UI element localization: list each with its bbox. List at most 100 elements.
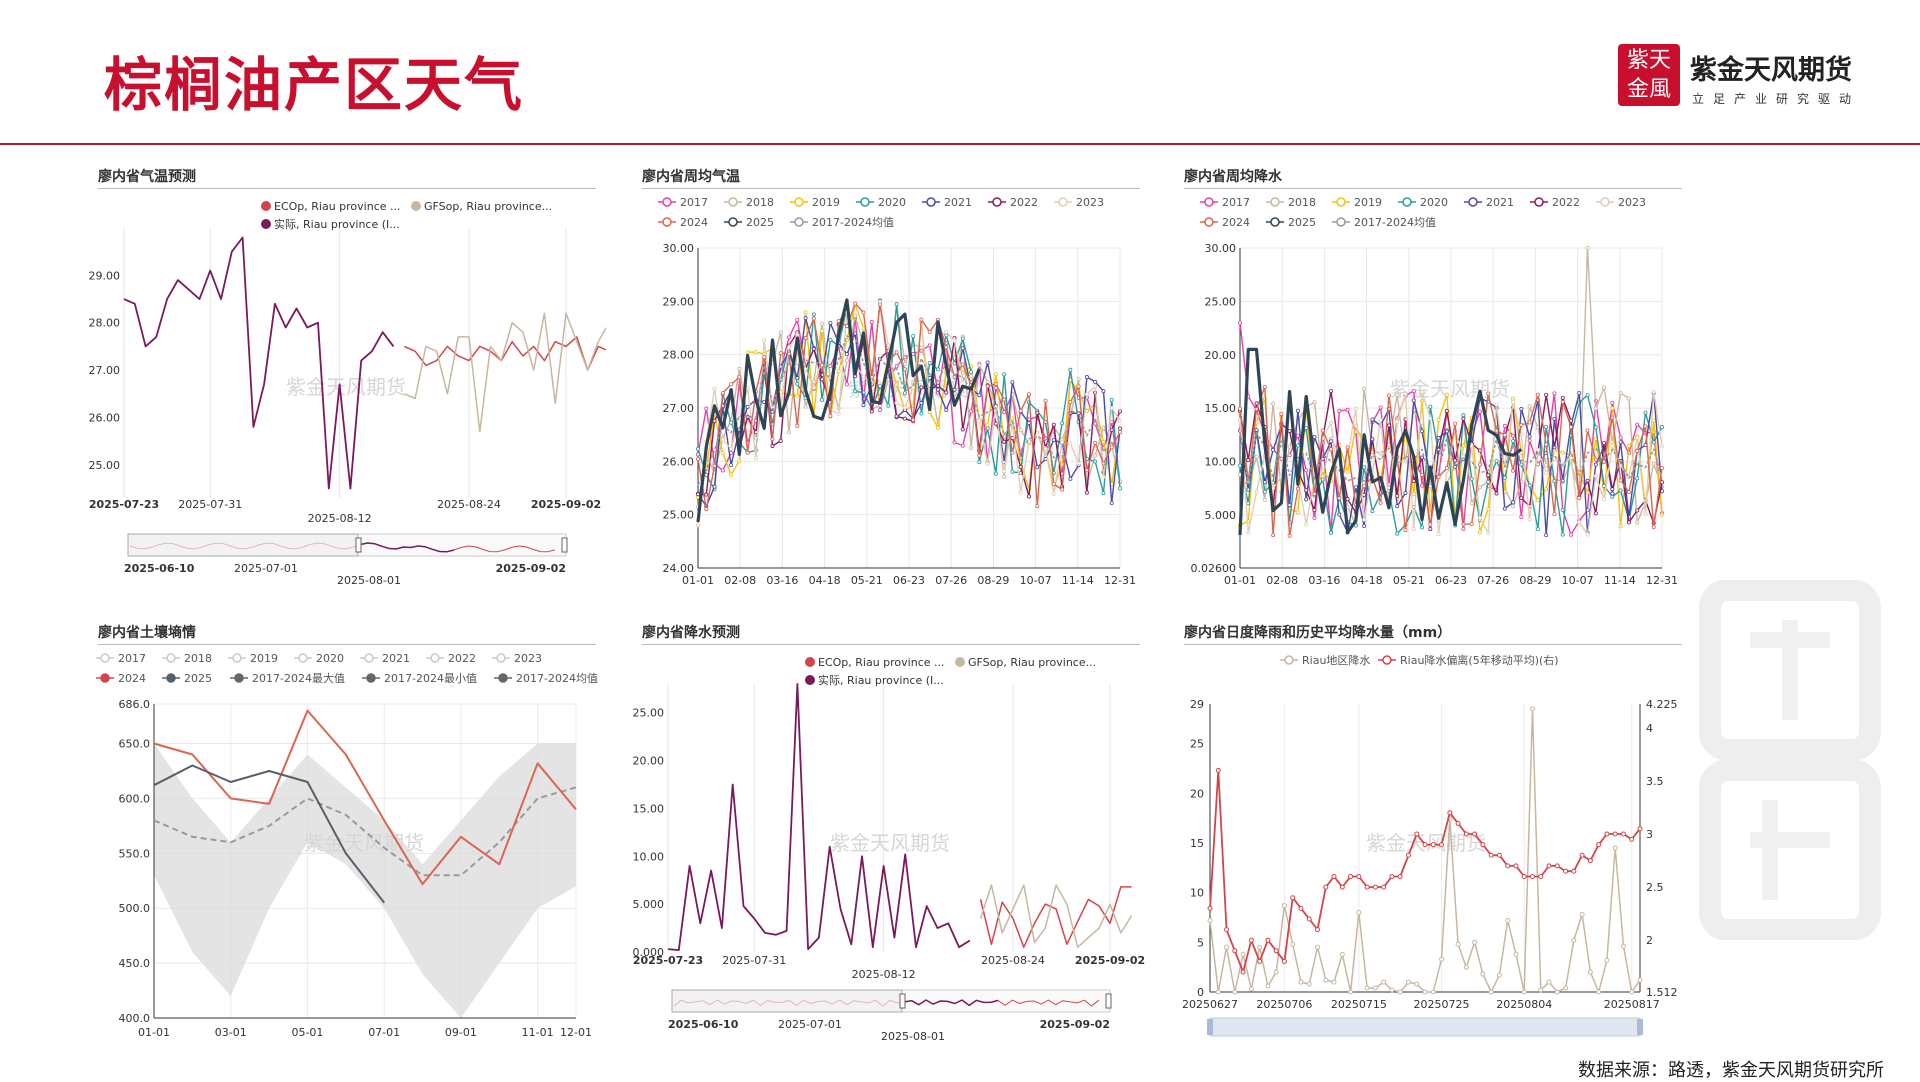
rain-point [1215, 989, 1221, 995]
legend-2018-label: 2018 [746, 196, 774, 209]
x-tick-label: 01-01 [138, 1026, 170, 1039]
point-2024 [704, 507, 709, 512]
point-2024 [1109, 445, 1114, 450]
point-2021 [1035, 465, 1040, 470]
point-2020 [977, 460, 982, 465]
rain-point [1496, 972, 1502, 978]
rain-point [1604, 957, 1610, 963]
point-2017 [1345, 407, 1350, 412]
y-tick-label: 30.00 [663, 242, 695, 255]
point-2021 [745, 404, 750, 409]
point-2020 [1109, 397, 1114, 402]
deviation-point [1587, 858, 1593, 864]
ecop-line [403, 336, 606, 371]
slider-preview-forecast [453, 545, 555, 553]
x-tick-label: 2025-07-31 [722, 954, 786, 967]
point-2020 [811, 312, 816, 317]
deviation-point [1232, 948, 1238, 954]
y-tick-label: 26.00 [89, 411, 121, 424]
point-2023 [795, 332, 800, 337]
deviation-point [1496, 852, 1502, 858]
point-2021 [770, 409, 775, 414]
point-2018 [1469, 501, 1474, 506]
header-divider [0, 143, 1920, 145]
y-left-tick-label: 29 [1190, 698, 1204, 711]
rain-point [1422, 989, 1428, 995]
legend-2023-marker [1058, 197, 1068, 207]
point-2020 [985, 426, 990, 431]
point-2024 [737, 375, 742, 380]
point-2020 [1585, 393, 1590, 398]
point-2018 [1511, 504, 1516, 509]
point-2021 [1395, 504, 1400, 509]
point-2020 [1238, 463, 1243, 468]
point-2019 [729, 472, 734, 477]
point-2023 [1246, 530, 1251, 535]
point-2023 [753, 456, 758, 461]
point-2023 [911, 385, 916, 390]
x-tick-label: 12-31 [1104, 574, 1136, 587]
actual-line [667, 683, 971, 952]
point-2021 [1051, 437, 1056, 442]
point-2020 [1502, 475, 1507, 480]
point-2023 [1635, 435, 1640, 440]
point-2021 [952, 387, 957, 392]
point-2024 [1093, 440, 1098, 445]
legend-2022-marker [430, 653, 440, 663]
rain-point [1455, 941, 1461, 947]
point-2022 [770, 444, 775, 449]
point-2021 [985, 360, 990, 365]
point-2017 [869, 320, 874, 325]
x-tick-label: 07-26 [1477, 574, 1509, 587]
point-2023 [1304, 522, 1309, 527]
point-2023 [886, 343, 891, 348]
deviation-point [1348, 874, 1354, 880]
point-2022 [1552, 445, 1557, 450]
point-2020 [935, 367, 940, 372]
legend-2019-label: 2019 [1354, 196, 1382, 209]
legend-2023-label: 2023 [1618, 196, 1646, 209]
x-tick-label: 02-08 [724, 574, 756, 587]
legend-2022-label: 2022 [1010, 196, 1038, 209]
point-2020 [1659, 425, 1664, 430]
deviation-point [1372, 884, 1378, 890]
y-left-tick-label: 15 [1190, 837, 1204, 850]
point-2022 [1411, 478, 1416, 483]
point-2022 [1370, 437, 1375, 442]
logo-char-1: 紫 [1626, 48, 1649, 73]
point-2019 [1010, 416, 1015, 421]
slider-start-label: 2025-06-10 [668, 1018, 739, 1031]
deviation-point [1463, 831, 1469, 837]
point-2017 [1527, 438, 1532, 443]
point-2020 [1320, 477, 1325, 482]
point-2022 [1560, 395, 1565, 400]
point-2023 [1568, 455, 1573, 460]
point-2024 [853, 301, 858, 306]
y-tick-label: 400.0 [119, 1012, 151, 1025]
point-2024 [1345, 445, 1350, 450]
point-2021 [1329, 439, 1334, 444]
x-tick-label: 04-18 [1351, 574, 1383, 587]
y-tick-label: 29.00 [89, 269, 121, 282]
legend-2017-2024均值-label: 2017-2024均值 [1354, 216, 1436, 229]
point-2018 [1271, 401, 1276, 406]
watermark: 紫金天风期货 [286, 375, 406, 399]
x-tick-label: 20250725 [1414, 998, 1470, 1011]
point-2020 [911, 334, 916, 339]
deviation-point [1339, 884, 1345, 890]
point-2023 [1535, 448, 1540, 453]
point-2022 [1117, 409, 1122, 414]
point-2024 [911, 417, 916, 422]
deviation-point [1596, 842, 1602, 848]
legend-avg-label: 2017-2024均值 [516, 672, 598, 685]
brand-logo: 紫天 金風 [1618, 44, 1680, 106]
deviation-point [1629, 836, 1635, 842]
deviation-point [1439, 842, 1445, 848]
point-2019 [1411, 492, 1416, 497]
brand-slogan: 立足产业研究驱动 [1692, 92, 1861, 106]
point-2018 [1428, 484, 1433, 489]
point-2021 [1093, 379, 1098, 384]
zoom-slider [1209, 1017, 1641, 1037]
point-2022 [902, 416, 907, 421]
deviation-point [1637, 826, 1643, 832]
